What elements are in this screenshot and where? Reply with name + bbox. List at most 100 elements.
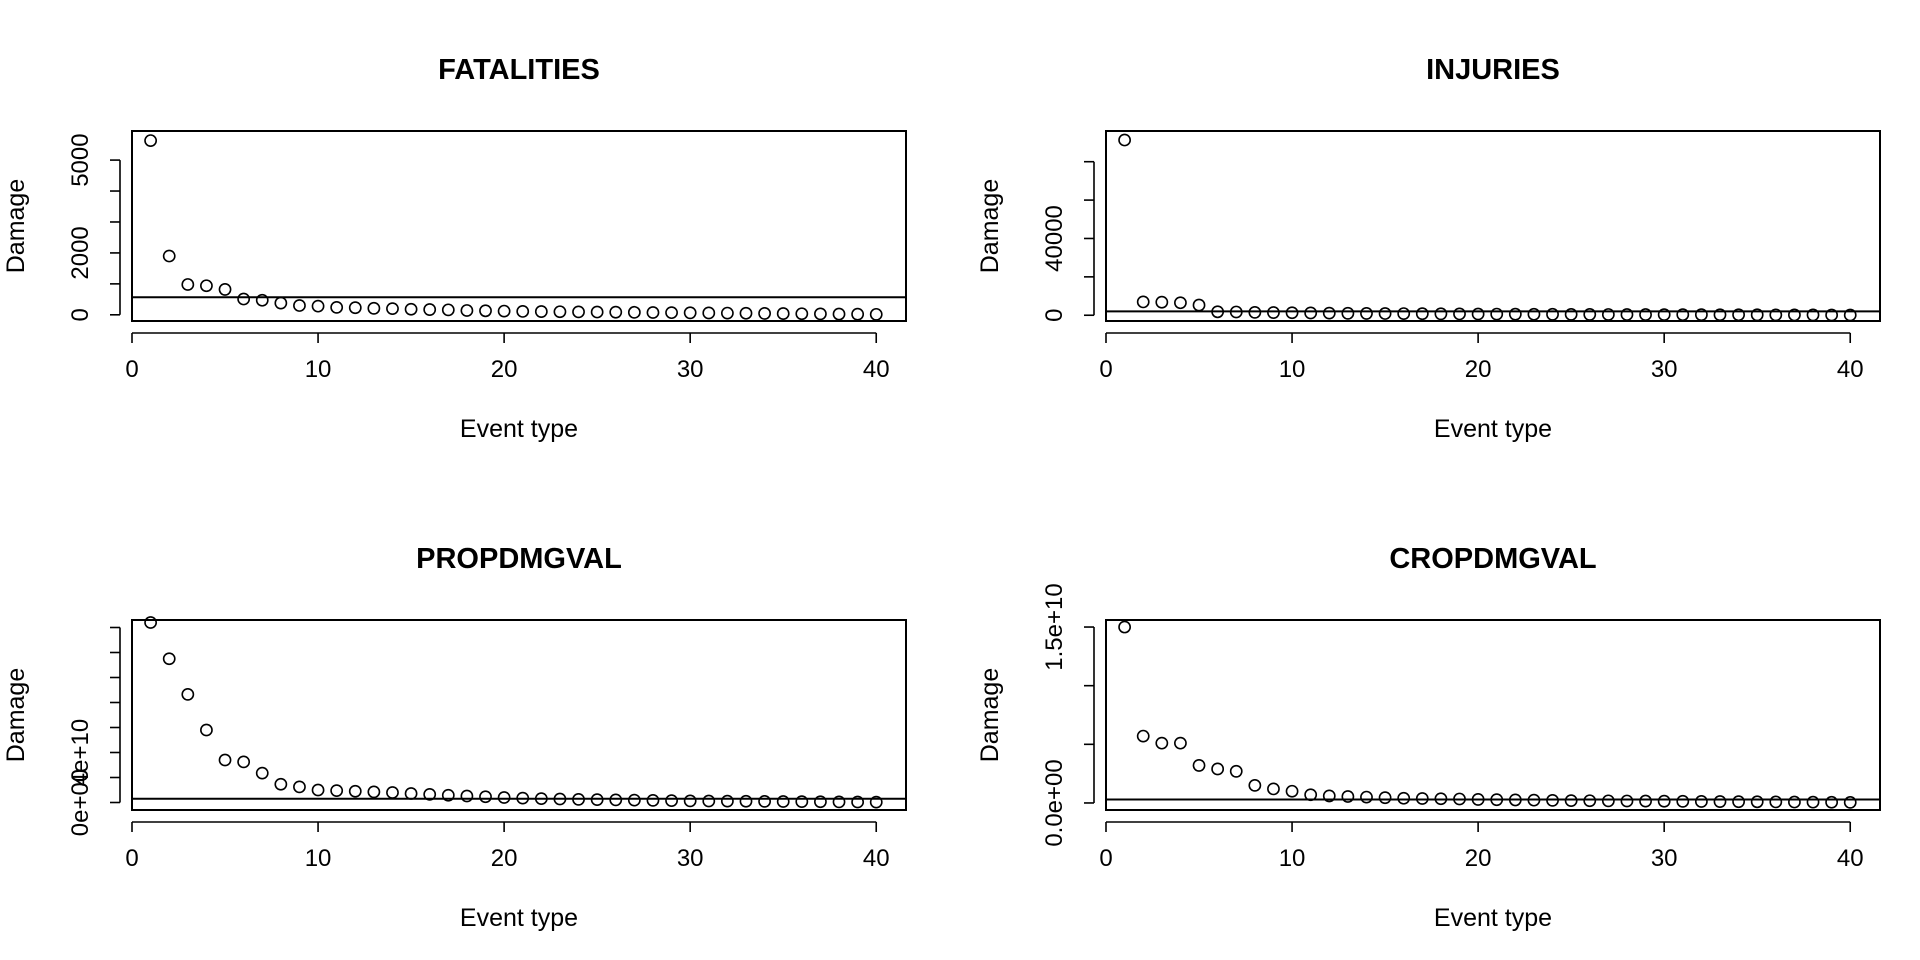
data-point [1118, 620, 1132, 634]
data-point [386, 786, 399, 799]
data-point [1527, 307, 1541, 321]
x-tick-label: 0 [125, 356, 138, 383]
data-point [1490, 793, 1504, 807]
data-point [702, 794, 716, 808]
data-point [218, 753, 232, 767]
data-point [590, 305, 604, 319]
data-point [1211, 762, 1225, 776]
data-point [255, 293, 269, 307]
data-point [739, 794, 753, 808]
data-point [330, 300, 344, 314]
data-point [516, 791, 530, 805]
data-point [274, 777, 288, 791]
data-point [1508, 307, 1522, 321]
data-point [1657, 308, 1671, 322]
x-tick-label: 20 [1465, 356, 1492, 383]
x-tick-label: 30 [677, 845, 704, 872]
data-point [795, 307, 809, 321]
x-tick-label: 10 [1279, 356, 1306, 383]
x-tick-label: 0 [125, 845, 138, 872]
data-point [776, 795, 790, 808]
data-point [1806, 308, 1820, 322]
data-point [627, 305, 641, 319]
y-axis-label: Damage [2, 668, 30, 763]
y-tick-label: 0.0e+00 [1041, 759, 1068, 846]
data-point [646, 793, 660, 807]
data-point [1397, 791, 1411, 805]
data-point [1192, 298, 1206, 312]
data-point [404, 787, 418, 800]
data-point [460, 789, 474, 803]
data-point [869, 795, 883, 809]
data-point [1267, 306, 1280, 319]
data-point [516, 305, 530, 318]
data-point [1434, 792, 1448, 806]
data-point [1694, 308, 1708, 322]
data-point [609, 793, 623, 807]
data-point [627, 793, 641, 807]
data-point [1415, 307, 1429, 321]
data-point [1620, 308, 1634, 321]
data-points [1118, 620, 1857, 809]
data-point [1546, 793, 1559, 807]
data-point [1843, 795, 1857, 809]
data-point [1285, 306, 1299, 320]
data-point [609, 305, 623, 319]
data-point [1155, 736, 1169, 750]
data-point [348, 784, 362, 798]
x-tick-label: 10 [305, 845, 332, 872]
x-tick-label: 10 [1279, 845, 1306, 872]
data-point [1601, 308, 1615, 321]
data-point [1136, 729, 1150, 743]
y-tick-label: 0 [67, 308, 94, 321]
data-point [274, 296, 288, 310]
data-point [665, 794, 678, 808]
data-point [758, 307, 771, 320]
data-point [1788, 308, 1801, 322]
data-point [311, 783, 325, 797]
data-point [1248, 305, 1262, 319]
x-tick-label: 20 [1465, 845, 1492, 872]
data-point [1769, 795, 1783, 809]
plot-frame [131, 619, 907, 811]
data-point [1657, 794, 1671, 808]
data-point [1229, 764, 1243, 778]
data-point [144, 616, 158, 629]
data-point [702, 306, 716, 320]
data-point [1453, 792, 1466, 806]
x-tick-label: 0 [1099, 845, 1112, 872]
data-point [1378, 307, 1392, 320]
x-tick-label: 40 [863, 356, 890, 383]
chart-title: FATALITIES [438, 54, 600, 86]
data-point [1174, 736, 1187, 750]
data-point [1471, 793, 1485, 806]
data-point [1639, 794, 1652, 808]
data-point [1750, 795, 1764, 809]
data-point [1136, 295, 1150, 309]
data-point [1118, 133, 1132, 147]
data-point [720, 306, 734, 320]
y-axis: 0 40000 [1041, 160, 1095, 322]
chart-title: PROPDMGVAL [416, 543, 622, 575]
data-point [1285, 784, 1299, 798]
data-point [330, 784, 344, 798]
data-point [1174, 296, 1187, 310]
data-point [683, 794, 697, 808]
data-point [181, 278, 195, 291]
chart-title: INJURIES [1426, 54, 1560, 86]
x-tick-label: 0 [1099, 356, 1112, 383]
data-point [200, 279, 213, 293]
x-axis-label: Event type [460, 415, 578, 443]
data-point [255, 766, 269, 780]
data-point [814, 795, 827, 809]
y-tick-label: 5000 [67, 133, 94, 186]
data-point [386, 302, 399, 316]
data-point [1155, 295, 1169, 309]
data-point [1713, 308, 1727, 322]
x-tick-label: 40 [863, 845, 890, 872]
data-point [832, 307, 846, 321]
data-point [1825, 795, 1839, 809]
data-point [237, 755, 251, 769]
y-axis-label: Damage [976, 179, 1004, 274]
